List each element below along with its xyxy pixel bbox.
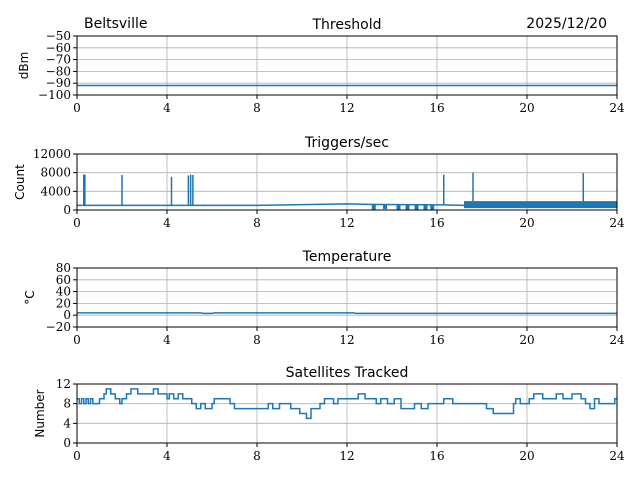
x-tick-label: 24 bbox=[609, 216, 625, 230]
dropout bbox=[405, 204, 410, 210]
dropout bbox=[414, 204, 419, 210]
x-tick-label: 12 bbox=[339, 216, 354, 230]
x-tick-label: 16 bbox=[429, 101, 444, 115]
y-tick-label: 4000 bbox=[40, 184, 71, 198]
y-tick-label: 4 bbox=[63, 416, 71, 430]
x-tick-label: 24 bbox=[609, 449, 625, 463]
dropout bbox=[371, 204, 376, 210]
dropout bbox=[430, 204, 435, 210]
x-tick-label: 0 bbox=[73, 101, 81, 115]
x-tick-label: 24 bbox=[609, 333, 625, 347]
subplot-2: 0 4 8 12 16 20 24 0 4000 8000 12000 Triggers/sec Cou… bbox=[13, 135, 625, 230]
subplot-title: Threshold bbox=[312, 17, 382, 33]
x-tick-label: 8 bbox=[253, 216, 261, 230]
y-axis-label: °C bbox=[23, 290, 37, 304]
x-tick-label: 20 bbox=[519, 101, 534, 115]
x-tick-label: 0 bbox=[73, 216, 81, 230]
date-label: 2025/12/20 bbox=[526, 16, 607, 32]
series-baseline bbox=[77, 203, 465, 207]
x-tick-label: 12 bbox=[339, 333, 354, 347]
y-tick-label: −50 bbox=[46, 29, 71, 43]
y-tick-label: 0 bbox=[63, 308, 71, 322]
series-group bbox=[77, 388, 617, 420]
y-tick-label: −80 bbox=[46, 64, 71, 78]
x-tick-label: 4 bbox=[163, 101, 171, 115]
x-tick-label: 0 bbox=[73, 449, 81, 463]
noise-band bbox=[464, 201, 617, 209]
subplot-title: Triggers/sec bbox=[304, 135, 389, 151]
x-tick-label: 8 bbox=[253, 101, 261, 115]
dropout bbox=[383, 204, 387, 210]
x-tick-label: 20 bbox=[519, 216, 534, 230]
y-tick-label: 12 bbox=[56, 377, 71, 391]
y-tick-label: 12000 bbox=[33, 147, 71, 161]
x-tick-label: 8 bbox=[253, 333, 261, 347]
x-tick-label: 16 bbox=[429, 216, 444, 230]
y-tick-label: 0 bbox=[63, 436, 71, 450]
y-tick-label: −70 bbox=[46, 53, 71, 67]
y-axis-label: Number bbox=[33, 389, 47, 437]
y-tick-label: 0 bbox=[63, 203, 71, 217]
dropout bbox=[423, 204, 428, 210]
y-tick-label: 20 bbox=[56, 296, 71, 310]
series-group bbox=[77, 172, 617, 210]
x-tick-label: 24 bbox=[609, 101, 625, 115]
station-label: Beltsville bbox=[84, 16, 147, 32]
x-tick-label: 4 bbox=[163, 216, 171, 230]
y-tick-label: −100 bbox=[38, 88, 71, 102]
series-group bbox=[77, 312, 617, 315]
x-tick-label: 0 bbox=[73, 333, 81, 347]
x-tick-label: 16 bbox=[429, 449, 444, 463]
axes-frame bbox=[76, 383, 618, 444]
x-tick-label: 4 bbox=[163, 333, 171, 347]
axes-frame bbox=[76, 35, 618, 96]
x-tick-label: 4 bbox=[163, 449, 171, 463]
subplot-title: Satellites Tracked bbox=[286, 365, 409, 381]
x-tick-label: 12 bbox=[339, 449, 354, 463]
y-tick-label: −90 bbox=[46, 76, 71, 90]
y-tick-label: 8000 bbox=[40, 166, 71, 180]
y-axis-label: Count bbox=[13, 164, 27, 200]
axes-frame bbox=[76, 267, 618, 328]
x-tick-label: 8 bbox=[253, 449, 261, 463]
x-tick-label: 16 bbox=[429, 333, 444, 347]
x-tick-label: 20 bbox=[519, 333, 534, 347]
series-line bbox=[77, 388, 617, 420]
y-tick-label: 40 bbox=[56, 285, 71, 299]
series-line bbox=[77, 312, 617, 315]
subplot-4: 0 4 8 12 16 20 24 0 4 8 12 Satellites Tracked Number bbox=[33, 365, 625, 463]
y-tick-label: −60 bbox=[46, 41, 71, 55]
x-tick-label: 12 bbox=[339, 101, 354, 115]
x-tick-label: 20 bbox=[519, 449, 534, 463]
dropout bbox=[396, 204, 401, 210]
y-tick-label: 80 bbox=[56, 261, 71, 275]
subplot-1: 0 4 8 12 16 20 24 −100−90−80−70−60−50 Threshold d… bbox=[17, 17, 625, 115]
axes-frame bbox=[76, 153, 618, 211]
y-tick-label: 8 bbox=[63, 397, 71, 411]
y-tick-label: 60 bbox=[56, 273, 71, 287]
subplot-title: Temperature bbox=[302, 249, 392, 265]
y-axis-label: dBm bbox=[17, 52, 31, 80]
y-tick-label: −20 bbox=[46, 320, 71, 334]
